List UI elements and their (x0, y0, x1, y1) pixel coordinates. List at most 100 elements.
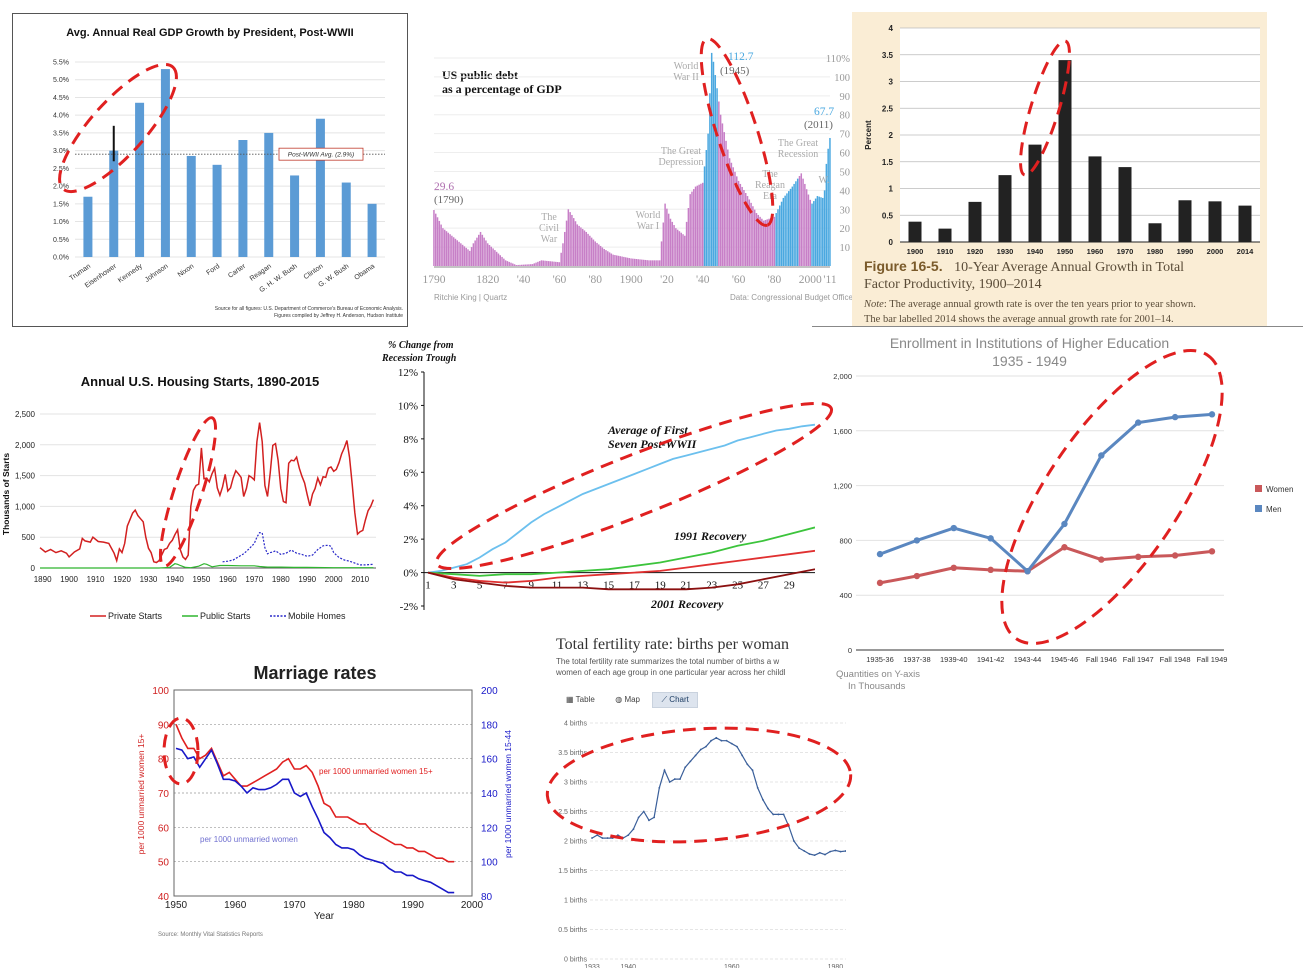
enrollment-data-point (1208, 548, 1216, 555)
recovery-y-tick-label: 8% (403, 434, 418, 446)
debt-bar (633, 258, 636, 266)
recovery-series-label-average-1: Average of First (607, 423, 688, 437)
recovery-y-tick-label: 6% (403, 467, 418, 479)
debt-annotation-great-depression: The Great (661, 146, 701, 157)
fertility-data-point (689, 760, 692, 763)
debt-bar (576, 224, 579, 266)
debt-bar (648, 260, 650, 266)
debt-bar (680, 232, 682, 266)
housing-legend-label: Public Starts (200, 611, 251, 621)
debt-bar (603, 248, 605, 266)
debt-chart-panel: US public debt as a percentage of GDP 11… (420, 30, 860, 315)
debt-bar (592, 239, 595, 266)
debt-bar (666, 208, 668, 266)
debt-bar (481, 234, 484, 266)
fertility-data-point (616, 834, 619, 836)
debt-bar (529, 264, 532, 266)
debt-x-tick-label: '60 (732, 274, 746, 286)
tfp-bar (938, 228, 952, 242)
gdp-bar (83, 196, 93, 257)
debt-bar (572, 218, 575, 266)
line-chart-icon: ⟋ (661, 695, 668, 704)
debt-bar (628, 258, 631, 266)
debt-bar (581, 228, 584, 266)
recovery-ylabel-1: % Change from (388, 340, 454, 351)
gdp-y-tick-label: 5.5% (53, 60, 69, 67)
debt-bar (716, 88, 718, 266)
tab-map[interactable]: ◍ Map (607, 693, 648, 706)
fertility-data-point (746, 763, 749, 766)
tfp-x-tick-label: 1900 (907, 247, 924, 256)
marriage-x-tick-label: 1970 (283, 900, 306, 911)
marriage-series-line (175, 747, 455, 894)
tfp-caption-line-2: Factor Productivity, 1900–2014 (864, 277, 1042, 292)
debt-annotation-ww2: World (674, 61, 699, 72)
fertility-x-tick-label: 1980 (828, 964, 844, 968)
debt-bar (773, 216, 776, 266)
debt-bar (676, 229, 679, 266)
debt-bar (796, 178, 799, 266)
fertility-data-point (679, 778, 681, 780)
tfp-y-tick-label: 1.5 (882, 158, 894, 167)
tfp-x-tick-label: 1980 (1147, 247, 1164, 256)
marriage-y-left-axis-label: per 1000 unmarried women 15+ (136, 734, 146, 855)
fertility-data-point (803, 850, 806, 852)
debt-bar (805, 189, 808, 266)
debt-y-tick-label: 100 (834, 73, 850, 84)
enrollment-chart-panel: Enrollment in Institutions of Higher Edu… (812, 330, 1303, 698)
debt-bar (630, 258, 632, 266)
enrollment-data-point (913, 537, 921, 544)
debt-y-tick-label: 10 (840, 243, 851, 254)
gdp-y-tick-label: 0.0% (53, 255, 69, 262)
recovery-y-tick-label: 10% (398, 400, 418, 412)
debt-bar (623, 256, 625, 266)
tfp-note-line-2: The bar labelled 2014 shows the average … (864, 314, 1174, 325)
tfp-y-axis-label: Percent (864, 120, 873, 150)
debt-bar (687, 208, 690, 266)
debt-bar (734, 171, 736, 266)
fertility-y-tick-label: 2 births (564, 839, 587, 846)
recovery-x-tick-label: 27 (758, 580, 770, 592)
debt-bar (535, 262, 537, 266)
tab-table[interactable]: ▦ Table (558, 693, 603, 706)
debt-x-tick-label: 1790 (423, 274, 446, 286)
tfp-bar (968, 201, 982, 242)
fertility-data-point (653, 816, 656, 819)
fertility-data-point (684, 766, 687, 769)
marriage-chart-svg: 40 50 60 70 80 90 100 80 100 120 140 160 180 200 1950 1… (136, 686, 513, 922)
debt-bar (766, 219, 768, 266)
debt-bar (621, 256, 623, 266)
marriage-x-tick-label: 1960 (224, 900, 247, 911)
marriage-series-label-15plus: per 1000 unmarried women 15+ (319, 767, 433, 776)
debt-bar (504, 260, 507, 266)
enrollment-x-tick-label: 1941-42 (977, 655, 1005, 664)
fertility-data-point (720, 739, 723, 742)
debt-bar (667, 213, 670, 266)
fertility-tab-bar: ▦ Table ◍ Map ⟋ Chart (558, 689, 698, 708)
debt-bar (438, 220, 441, 266)
recovery-x-tick-label: 23 (706, 580, 718, 592)
debt-bar (696, 185, 699, 266)
debt-bar (669, 218, 672, 266)
debt-bar (515, 265, 518, 266)
tfp-y-tick-label: 3.5 (882, 51, 894, 60)
debt-bar (737, 180, 740, 266)
enrollment-data-point (987, 535, 994, 542)
recovery-x-tick-label: 15 (603, 580, 615, 592)
debt-bar (571, 214, 573, 266)
debt-title-line-2: as a percentage of GDP (442, 82, 562, 96)
recovery-x-tick-label: 3 (451, 580, 457, 592)
gdp-bar (135, 102, 145, 257)
tab-chart[interactable]: ⟋ Chart (652, 692, 698, 708)
fertility-y-tick-label: 3 births (564, 780, 587, 787)
debt-bar (512, 263, 514, 266)
housing-x-tick-label: 1940 (166, 575, 184, 584)
debt-peak-year: (1945) (720, 65, 750, 77)
housing-x-tick-label: 1910 (87, 575, 105, 584)
recovery-ylabel-2: Recession Trough (382, 353, 457, 364)
housing-y-tick-label: 0 (31, 564, 36, 573)
marriage-x-tick-label: 1980 (342, 900, 365, 911)
housing-legend-label: Private Starts (108, 611, 163, 621)
marriage-y-right-tick-label: 80 (481, 892, 493, 903)
housing-chart-panel: Annual U.S. Housing Starts, 1890-2015 0 5… (0, 362, 385, 632)
